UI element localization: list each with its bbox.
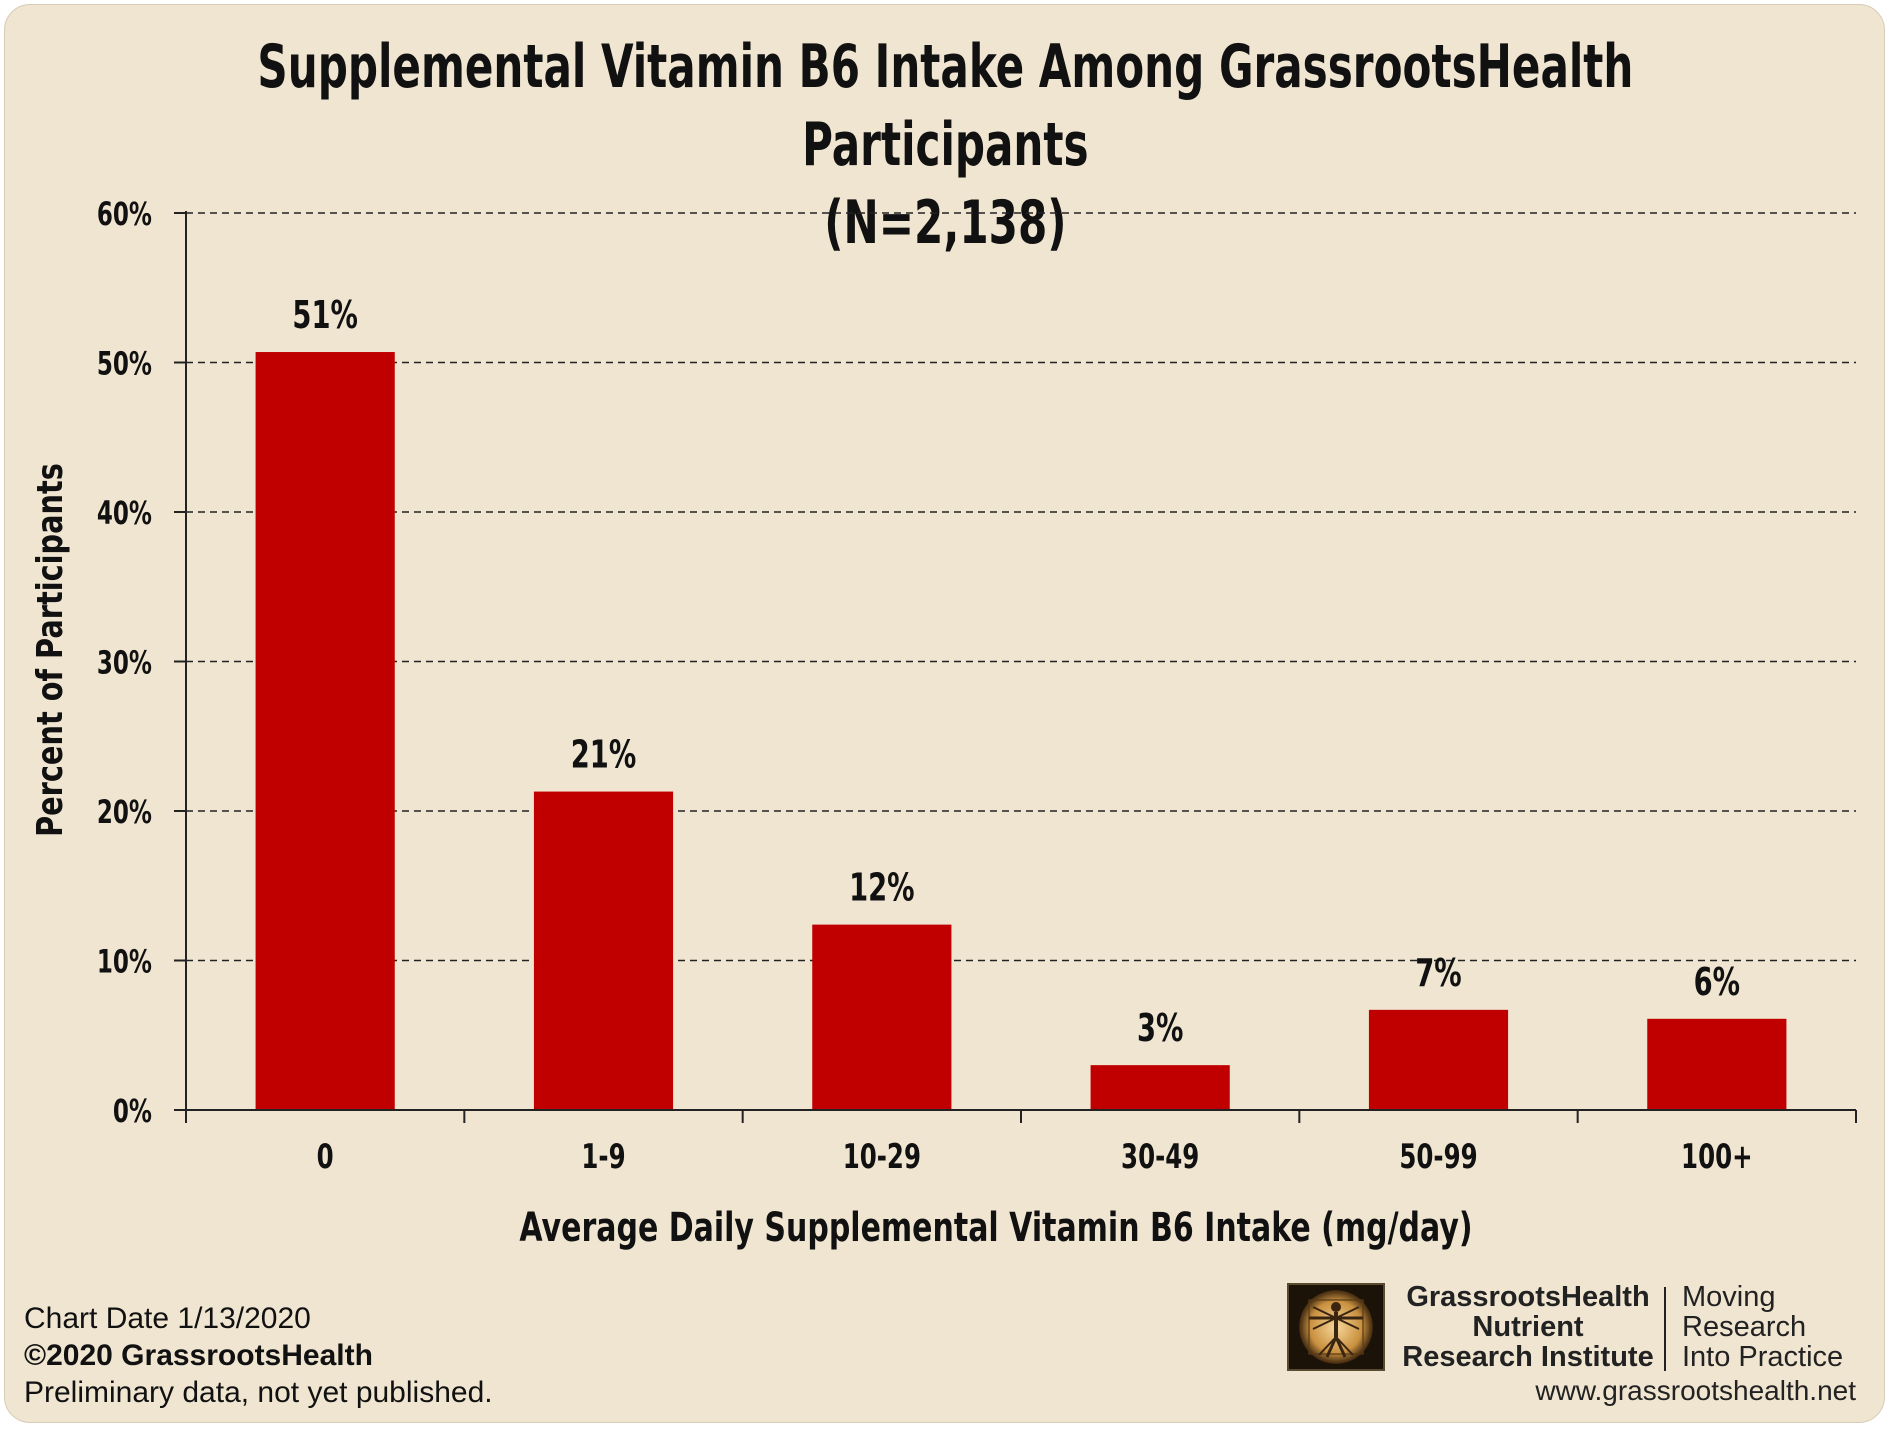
y-tick-label: 50% <box>97 345 152 383</box>
preliminary-note: Preliminary data, not yet published. <box>24 1376 493 1409</box>
data-label: 21% <box>571 732 636 777</box>
chart-date: Chart Date 1/13/2020 <box>24 1302 311 1335</box>
footer-info: Chart Date 1/13/2020 ©2020 GrassrootsHea… <box>24 1300 493 1411</box>
vitruvian-man-icon <box>1287 1283 1385 1371</box>
org-name: GrassrootsHealth Nutrient Research Insti… <box>1398 1282 1658 1372</box>
axes <box>174 211 1857 1123</box>
bar <box>1368 1009 1509 1110</box>
bars <box>255 352 1787 1110</box>
org-name-line-2: Nutrient <box>1472 1311 1584 1343</box>
org-name-line-1: GrassrootsHealth <box>1406 1281 1650 1313</box>
data-label: 7% <box>1415 950 1461 995</box>
data-label: 3% <box>1137 1006 1183 1051</box>
x-tick-label: 10-29 <box>843 1137 921 1176</box>
branding-divider <box>1664 1287 1666 1371</box>
gridlines <box>186 212 1856 962</box>
x-tick-label: 1-9 <box>581 1137 625 1176</box>
y-tick-label: 40% <box>97 494 152 532</box>
org-name-line-3: Research Institute <box>1402 1341 1654 1373</box>
chart-title: Supplemental Vitamin B6 Intake Among Gra… <box>257 32 1634 180</box>
tagline: Moving Research Into Practice <box>1682 1282 1882 1372</box>
data-label: 51% <box>292 292 357 337</box>
x-tick-label: 0 <box>317 1137 334 1176</box>
labels: 0% 10% 20% 30% 40% 50% 60% 51% 0 21% 1-9 12% 10-29 3%… <box>97 195 1753 1176</box>
chart-subtitle: (N=2,138) <box>824 188 1067 258</box>
website-link[interactable]: www.grassrootshealth.net <box>1535 1375 1856 1406</box>
chart-title-block: Supplemental Vitamin B6 Intake Among Gra… <box>208 28 1683 262</box>
data-label: 12% <box>849 865 914 910</box>
tagline-line-3: Into Practice <box>1682 1341 1844 1373</box>
y-tick-label: 30% <box>97 644 152 682</box>
bar <box>533 791 674 1110</box>
bar <box>1090 1065 1230 1110</box>
data-label: 6% <box>1694 959 1740 1004</box>
bar <box>255 352 395 1110</box>
copyright: ©2020 GrassrootsHealth <box>24 1339 373 1372</box>
y-axis-title: Percent of Participants <box>29 463 71 837</box>
x-tick-label: 100+ <box>1681 1137 1753 1176</box>
y-tick-label: 0% <box>113 1092 152 1130</box>
tagline-line-2: Research <box>1682 1311 1807 1343</box>
y-tick-label: 20% <box>97 793 152 831</box>
x-tick-label: 30-49 <box>1121 1137 1199 1176</box>
bar <box>812 924 952 1110</box>
x-tick-label: 50-99 <box>1399 1137 1477 1176</box>
x-axis-title: Average Daily Supplemental Vitamin B6 In… <box>519 1205 1472 1251</box>
tagline-line-1: Moving <box>1682 1281 1776 1313</box>
bar <box>1647 1018 1787 1110</box>
y-tick-label: 10% <box>97 943 152 981</box>
y-tick-label: 60% <box>97 195 152 233</box>
